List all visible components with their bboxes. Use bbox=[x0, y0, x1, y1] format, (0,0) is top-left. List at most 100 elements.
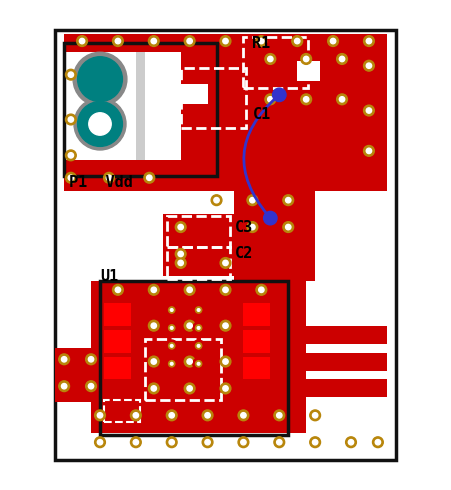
Circle shape bbox=[68, 117, 74, 122]
Circle shape bbox=[301, 94, 312, 105]
Circle shape bbox=[223, 359, 228, 364]
Circle shape bbox=[79, 38, 85, 44]
Circle shape bbox=[364, 60, 374, 71]
Circle shape bbox=[65, 150, 76, 161]
Text: C2: C2 bbox=[235, 246, 253, 262]
Circle shape bbox=[220, 320, 231, 331]
Circle shape bbox=[263, 211, 277, 225]
Circle shape bbox=[304, 56, 309, 62]
Circle shape bbox=[97, 440, 103, 445]
Circle shape bbox=[68, 72, 74, 77]
Circle shape bbox=[336, 94, 347, 105]
Circle shape bbox=[193, 304, 204, 316]
Circle shape bbox=[223, 386, 228, 391]
Bar bbox=[297, 326, 387, 343]
Circle shape bbox=[95, 437, 106, 447]
Circle shape bbox=[220, 383, 231, 394]
Circle shape bbox=[166, 437, 177, 447]
Circle shape bbox=[169, 325, 175, 331]
Circle shape bbox=[193, 358, 204, 369]
Circle shape bbox=[267, 56, 273, 62]
Circle shape bbox=[250, 197, 255, 203]
Circle shape bbox=[61, 357, 67, 362]
Circle shape bbox=[197, 344, 200, 347]
Circle shape bbox=[247, 221, 258, 232]
Circle shape bbox=[223, 323, 228, 328]
Circle shape bbox=[175, 221, 186, 232]
Circle shape bbox=[187, 38, 192, 44]
Circle shape bbox=[202, 410, 213, 421]
Circle shape bbox=[375, 440, 381, 445]
Bar bbox=[167, 247, 230, 279]
Circle shape bbox=[283, 221, 294, 232]
Circle shape bbox=[148, 36, 159, 47]
Circle shape bbox=[276, 413, 282, 418]
Circle shape bbox=[88, 357, 94, 362]
Bar bbox=[91, 281, 306, 433]
Circle shape bbox=[115, 287, 120, 293]
Circle shape bbox=[259, 38, 264, 44]
Circle shape bbox=[166, 358, 178, 369]
Circle shape bbox=[169, 343, 175, 349]
Circle shape bbox=[205, 413, 210, 418]
Circle shape bbox=[310, 410, 321, 421]
Circle shape bbox=[197, 363, 200, 365]
Circle shape bbox=[130, 437, 141, 447]
Circle shape bbox=[205, 440, 210, 445]
Circle shape bbox=[148, 356, 159, 367]
Circle shape bbox=[328, 36, 338, 47]
Circle shape bbox=[187, 386, 192, 391]
Circle shape bbox=[184, 356, 195, 367]
Circle shape bbox=[68, 175, 74, 180]
Circle shape bbox=[86, 354, 97, 365]
Circle shape bbox=[175, 258, 186, 269]
Circle shape bbox=[184, 284, 195, 295]
Circle shape bbox=[113, 36, 123, 47]
Circle shape bbox=[285, 197, 291, 203]
Circle shape bbox=[238, 410, 249, 421]
Bar bbox=[145, 339, 221, 400]
Circle shape bbox=[274, 437, 285, 447]
Circle shape bbox=[166, 410, 177, 421]
Circle shape bbox=[170, 326, 173, 329]
Bar bbox=[163, 214, 235, 276]
Circle shape bbox=[178, 224, 184, 230]
Circle shape bbox=[195, 307, 202, 313]
Circle shape bbox=[292, 36, 303, 47]
Bar bbox=[181, 68, 246, 128]
Circle shape bbox=[169, 413, 175, 418]
Circle shape bbox=[113, 284, 123, 295]
Circle shape bbox=[259, 287, 264, 293]
Circle shape bbox=[169, 440, 175, 445]
Bar bbox=[105, 330, 131, 353]
Circle shape bbox=[220, 36, 231, 47]
Circle shape bbox=[366, 148, 372, 153]
Circle shape bbox=[366, 38, 372, 44]
Circle shape bbox=[65, 172, 76, 183]
Circle shape bbox=[147, 175, 152, 180]
Bar bbox=[136, 52, 145, 160]
Circle shape bbox=[364, 105, 374, 116]
Circle shape bbox=[115, 38, 120, 44]
Circle shape bbox=[345, 437, 356, 447]
Bar bbox=[64, 43, 216, 175]
Circle shape bbox=[151, 359, 156, 364]
Bar bbox=[297, 379, 387, 397]
Circle shape bbox=[184, 383, 195, 394]
Bar bbox=[244, 330, 270, 353]
Circle shape bbox=[170, 309, 173, 311]
Text: U1: U1 bbox=[100, 269, 118, 284]
Circle shape bbox=[220, 284, 231, 295]
Circle shape bbox=[59, 381, 69, 392]
Circle shape bbox=[151, 38, 156, 44]
Circle shape bbox=[301, 53, 312, 64]
Circle shape bbox=[310, 437, 321, 447]
Circle shape bbox=[267, 97, 273, 102]
Circle shape bbox=[202, 437, 213, 447]
Circle shape bbox=[193, 322, 204, 334]
Circle shape bbox=[250, 224, 255, 230]
Circle shape bbox=[265, 53, 276, 64]
Circle shape bbox=[195, 361, 202, 367]
Circle shape bbox=[197, 309, 200, 311]
Circle shape bbox=[238, 437, 249, 447]
